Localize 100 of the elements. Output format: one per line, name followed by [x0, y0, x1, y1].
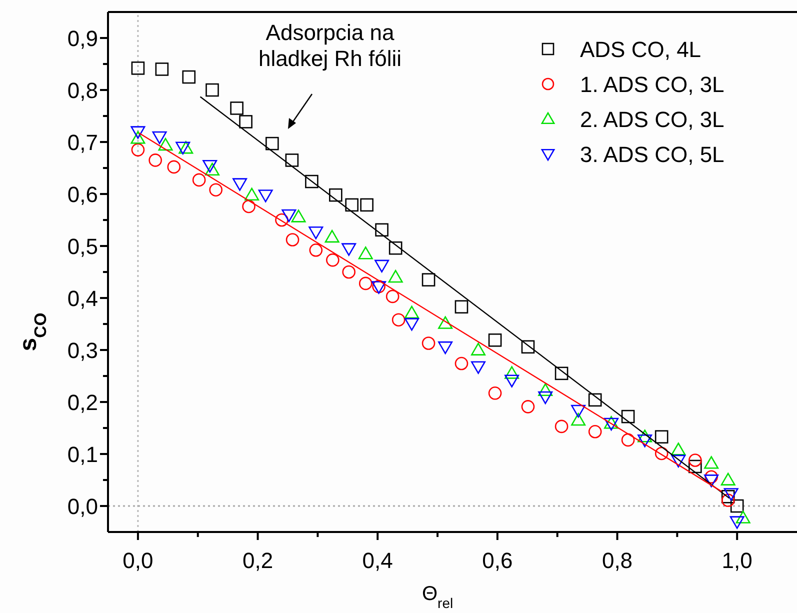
point	[454, 300, 468, 314]
point	[360, 198, 374, 212]
point	[232, 178, 248, 191]
point	[736, 510, 750, 524]
point	[571, 412, 586, 426]
point	[571, 404, 586, 418]
point	[386, 290, 400, 304]
point	[286, 233, 300, 246]
point	[178, 140, 194, 154]
y-tick-label: 0,0	[67, 494, 98, 519]
point	[131, 62, 145, 75]
point	[309, 244, 323, 257]
point	[704, 474, 719, 488]
x-tick-label: 0,0	[122, 548, 154, 573]
y-tick-label: 0,6	[67, 182, 98, 207]
point	[654, 446, 668, 460]
point	[471, 342, 486, 356]
point	[131, 143, 145, 156]
point	[205, 162, 220, 176]
point	[392, 313, 406, 326]
point	[588, 424, 602, 438]
legend-label: ADS CO, 4L	[580, 37, 702, 62]
point	[388, 241, 402, 255]
point	[130, 131, 146, 144]
x-axis-title: Θ$_{rel}$	[422, 583, 454, 611]
point	[182, 70, 196, 84]
point	[688, 454, 702, 467]
y-tick-label: 0,5	[67, 234, 98, 259]
point	[488, 333, 502, 347]
point	[282, 209, 296, 222]
point	[730, 499, 744, 513]
point	[488, 386, 502, 400]
point	[704, 456, 719, 469]
point	[155, 62, 169, 76]
legend-label: 1. ADS CO, 3L	[580, 72, 724, 97]
point	[404, 318, 420, 331]
point	[721, 490, 735, 504]
point	[688, 460, 702, 474]
x-tick-label: 0,4	[362, 548, 393, 573]
legend-label: 3. ADS CO, 5L	[580, 142, 724, 167]
point	[454, 356, 468, 370]
point	[176, 142, 190, 154]
point	[422, 336, 436, 350]
point	[358, 276, 372, 290]
y-tick-label: 0,3	[67, 338, 98, 363]
point	[230, 102, 244, 115]
point	[638, 434, 652, 448]
point	[275, 213, 288, 227]
point	[554, 420, 568, 434]
point	[206, 83, 219, 97]
point	[438, 341, 453, 354]
point	[621, 410, 635, 424]
point	[654, 430, 668, 444]
point	[239, 115, 252, 128]
point	[521, 340, 535, 354]
point	[291, 210, 306, 222]
point	[342, 265, 356, 279]
point	[326, 253, 340, 267]
point	[375, 223, 388, 237]
point	[730, 516, 744, 529]
y-tick-label: 0,8	[67, 78, 98, 103]
point	[305, 174, 318, 188]
point	[345, 198, 358, 212]
point	[242, 200, 256, 214]
point	[358, 246, 373, 260]
point	[342, 243, 356, 256]
point	[266, 136, 279, 150]
point	[720, 472, 736, 486]
point	[258, 190, 273, 202]
point	[422, 273, 436, 286]
y-tick-label: 0,7	[67, 130, 98, 155]
point	[538, 383, 553, 396]
point	[374, 260, 390, 272]
x-tick-label: 0,2	[242, 548, 274, 573]
y-tick-label: 0,2	[67, 390, 98, 415]
point	[554, 366, 568, 380]
point	[724, 488, 738, 501]
point	[471, 361, 486, 374]
point	[285, 154, 299, 167]
point	[671, 454, 686, 468]
point	[671, 442, 686, 456]
point	[324, 230, 340, 243]
point	[148, 154, 162, 167]
point	[192, 173, 206, 187]
point	[158, 138, 173, 151]
point	[130, 126, 146, 139]
point	[388, 270, 403, 283]
point	[209, 183, 222, 196]
point	[404, 306, 420, 319]
point	[438, 316, 453, 329]
point	[167, 160, 181, 174]
legend-label: 2. ADS CO, 3L	[580, 107, 724, 132]
point	[504, 374, 520, 388]
x-tick-label: 1,0	[722, 548, 752, 573]
point	[721, 494, 735, 507]
point	[704, 470, 718, 484]
point	[202, 160, 218, 173]
point	[329, 188, 342, 202]
annotation: Adsorpcia na hladkej Rh fólii	[258, 20, 402, 71]
y-tick-label: 0,1	[67, 442, 98, 467]
